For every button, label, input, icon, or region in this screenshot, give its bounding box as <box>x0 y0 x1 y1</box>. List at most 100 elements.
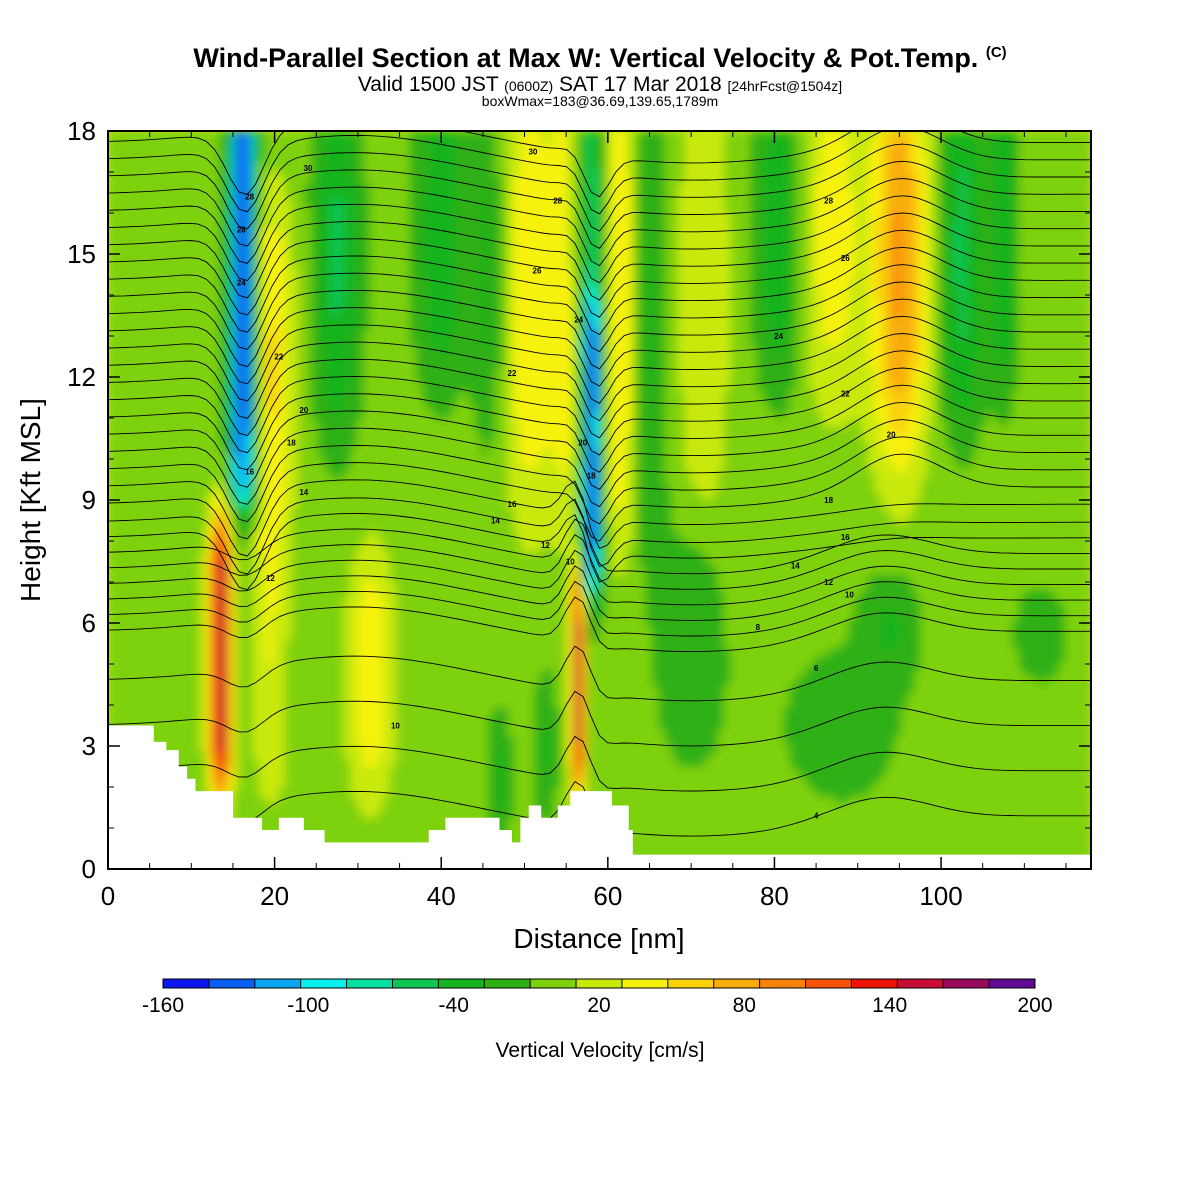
velocity-cell <box>645 758 653 767</box>
velocity-cell <box>481 795 489 804</box>
velocity-cell <box>861 721 869 730</box>
velocity-cell <box>488 640 496 649</box>
velocity-cell <box>193 743 201 752</box>
velocity-cell <box>278 758 286 767</box>
velocity-cell <box>1045 773 1053 782</box>
velocity-cell <box>973 728 981 737</box>
velocity-cell <box>265 632 273 641</box>
velocity-cell <box>658 640 666 649</box>
velocity-cell <box>547 743 555 752</box>
velocity-cell <box>855 647 863 656</box>
velocity-cell <box>933 802 942 811</box>
velocity-cell <box>298 787 306 796</box>
velocity-cell <box>455 743 463 752</box>
velocity-cell <box>173 655 181 664</box>
velocity-cell <box>520 765 529 774</box>
velocity-cell <box>239 780 247 789</box>
velocity-cell <box>645 773 653 782</box>
velocity-cell <box>291 655 299 664</box>
velocity-cell <box>953 743 961 752</box>
velocity-cell <box>579 728 588 737</box>
velocity-cell <box>232 750 240 760</box>
velocity-cell <box>704 802 712 811</box>
velocity-cell <box>651 773 660 782</box>
velocity-cell <box>730 765 738 774</box>
velocity-cell <box>501 721 509 730</box>
velocity-cell <box>979 773 987 782</box>
velocity-cell <box>298 728 306 737</box>
velocity-cell <box>874 640 883 649</box>
velocity-cell <box>1084 802 1091 811</box>
velocity-cell <box>1005 743 1014 752</box>
velocity-cell <box>265 691 273 701</box>
velocity-cell <box>874 625 883 634</box>
velocity-cell <box>789 669 797 678</box>
velocity-cell <box>671 728 679 737</box>
velocity-cell <box>920 802 928 811</box>
velocity-cell <box>416 728 424 737</box>
velocity-cell <box>901 750 909 760</box>
velocity-cell <box>298 625 306 634</box>
velocity-cell <box>756 765 765 774</box>
velocity-cell <box>724 647 732 656</box>
velocity-cell <box>946 640 955 649</box>
velocity-cell <box>619 728 627 737</box>
velocity-cell <box>527 625 535 634</box>
velocity-cell <box>697 765 706 774</box>
velocity-cell <box>1064 787 1073 796</box>
velocity-cell <box>894 846 902 856</box>
velocity-cell <box>750 758 758 767</box>
velocity-cell <box>743 721 752 730</box>
velocity-cell <box>435 817 444 826</box>
velocity-cell <box>560 721 568 730</box>
velocity-cell <box>933 625 942 634</box>
velocity-cell <box>973 699 981 708</box>
velocity-cell <box>383 736 391 745</box>
velocity-cell <box>324 750 332 760</box>
velocity-cell <box>665 817 673 826</box>
velocity-cell <box>1051 802 1060 811</box>
velocity-cell <box>1058 743 1066 752</box>
velocity-cell <box>802 662 811 671</box>
velocity-cell <box>1038 714 1046 723</box>
velocity-cell <box>710 750 719 760</box>
velocity-cell <box>1012 699 1020 708</box>
velocity-cell <box>940 743 948 752</box>
velocity-cell <box>553 765 561 774</box>
velocity-cell <box>979 780 987 789</box>
velocity-cell <box>219 640 227 649</box>
velocity-cell <box>953 655 961 664</box>
velocity-cell <box>606 640 614 649</box>
velocity-cell <box>461 655 470 664</box>
velocity-cell <box>730 728 738 737</box>
velocity-cell <box>796 699 804 708</box>
velocity-cell <box>409 706 417 715</box>
velocity-cell <box>108 669 116 678</box>
velocity-cell <box>704 824 712 833</box>
velocity-cell <box>612 714 620 723</box>
velocity-cell <box>842 839 850 848</box>
velocity-cell <box>1018 706 1027 715</box>
velocity-cell <box>737 625 745 634</box>
velocity-cell <box>1058 691 1066 701</box>
velocity-cell <box>802 810 811 819</box>
velocity-cell <box>416 632 424 641</box>
velocity-cell <box>573 706 581 715</box>
velocity-cell <box>402 824 411 833</box>
velocity-cell <box>953 787 961 796</box>
velocity-cell <box>1032 773 1040 782</box>
velocity-cell <box>507 640 516 649</box>
velocity-cell <box>488 743 496 752</box>
velocity-cell <box>284 706 293 715</box>
velocity-cell <box>396 832 404 841</box>
velocity-cell <box>343 780 352 789</box>
velocity-cell <box>252 662 260 671</box>
velocity-cell <box>822 780 830 789</box>
velocity-cell <box>625 625 634 634</box>
velocity-cell <box>776 736 784 745</box>
velocity-cell <box>887 677 896 686</box>
velocity-cell <box>946 714 955 723</box>
velocity-cell <box>946 750 955 760</box>
velocity-cell <box>330 795 339 804</box>
velocity-cell <box>776 655 784 664</box>
